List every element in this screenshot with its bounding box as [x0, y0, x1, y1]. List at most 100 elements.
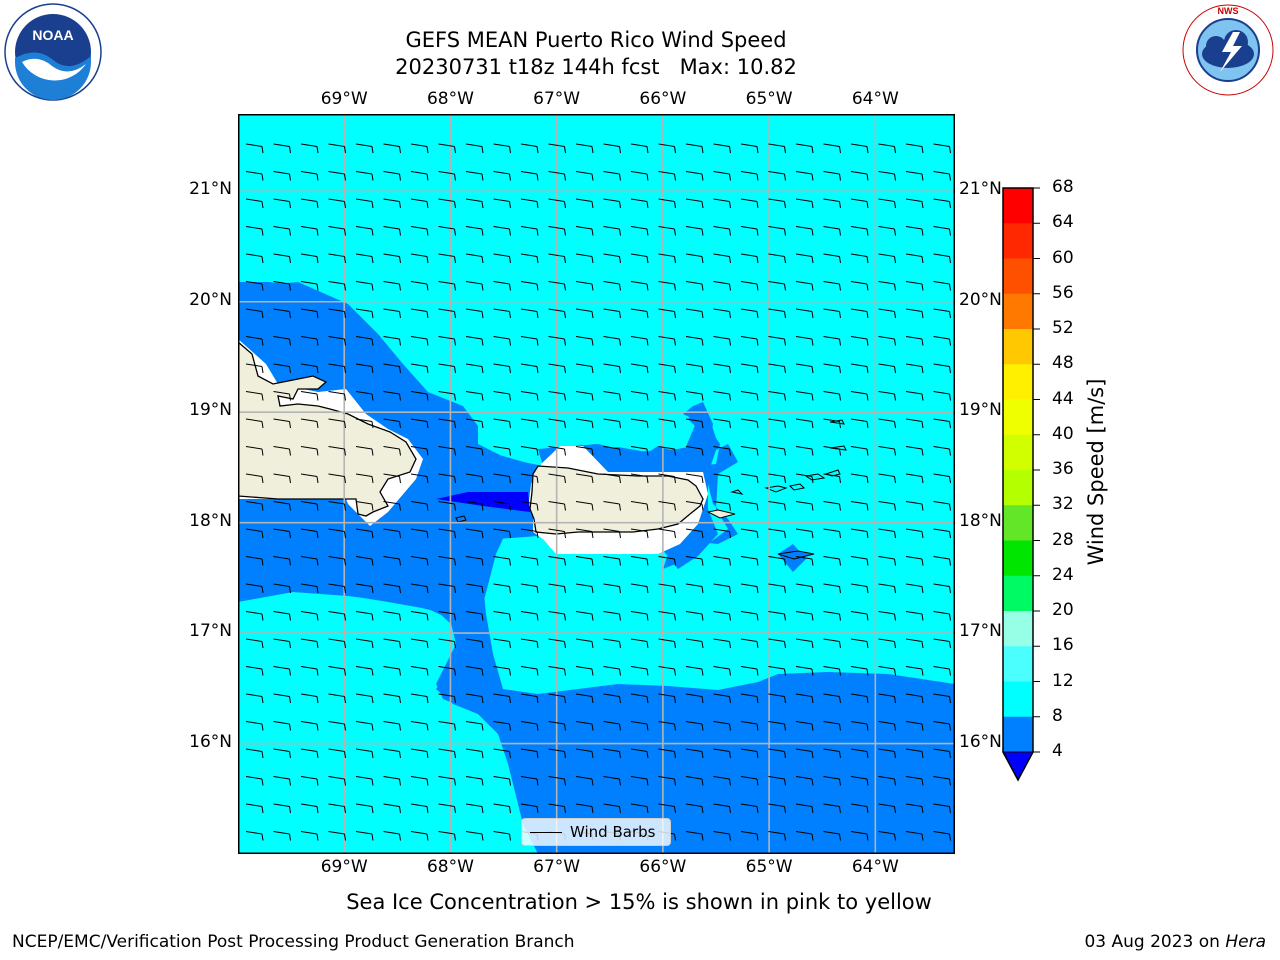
wind-barb — [438, 556, 456, 566]
wind-barb — [905, 253, 924, 264]
wind-barb — [850, 666, 869, 676]
wind-barb — [548, 391, 566, 401]
wind-barb — [933, 831, 951, 841]
wind-barb — [658, 446, 676, 456]
wind-barb — [603, 418, 621, 429]
wind-barb — [823, 143, 841, 154]
wind-barb — [823, 418, 841, 429]
wind-barb — [658, 226, 676, 236]
wind-barb — [493, 226, 511, 236]
wind-barb — [713, 171, 731, 181]
wind-barb — [493, 831, 511, 841]
wind-barb — [548, 253, 566, 264]
wind-barb — [630, 693, 649, 704]
wind-barb — [328, 803, 346, 814]
wind-barb — [273, 638, 291, 649]
wind-barb — [328, 501, 346, 511]
wind-barb — [438, 253, 456, 264]
wind-barb — [548, 308, 566, 319]
wind-barb — [273, 336, 291, 346]
colorbar-segment — [1003, 505, 1033, 541]
wind-barb — [328, 666, 346, 676]
wind-barb — [823, 281, 841, 291]
wind-barb — [438, 666, 456, 676]
wind-barb — [905, 171, 924, 181]
lon-label-bottom: 64°W — [851, 857, 899, 877]
wind-barb — [410, 226, 429, 236]
colorbar-segment — [1003, 329, 1033, 365]
wind-barb — [328, 363, 346, 374]
wind-barb — [933, 253, 951, 264]
wind-barb — [245, 831, 264, 841]
wind-barb — [245, 171, 264, 181]
wind-barb — [328, 721, 346, 731]
wind-barb — [740, 143, 759, 154]
wind-barb — [713, 446, 731, 456]
wind-barb — [713, 281, 731, 291]
wind-barb — [273, 831, 291, 841]
wind-barb — [548, 501, 566, 511]
wind-barb — [768, 583, 786, 594]
lon-label-bottom: 66°W — [639, 857, 687, 877]
wind-barb — [410, 748, 429, 759]
wind-barb — [383, 666, 401, 676]
wind-barb — [410, 831, 429, 841]
wind-barb — [933, 391, 951, 401]
wind-barb — [548, 693, 566, 704]
wind-barb — [300, 501, 319, 511]
wind-barb — [630, 721, 649, 731]
wind-barb — [383, 748, 401, 759]
wind-barb — [768, 253, 786, 264]
wind-barb — [548, 721, 566, 731]
wind-barb — [905, 611, 924, 621]
st-john-island — [788, 483, 806, 491]
wind-barb — [273, 446, 291, 456]
wind-barb — [300, 611, 319, 621]
wind-barb — [245, 803, 264, 814]
wind-barb — [465, 281, 484, 291]
wind-barb — [548, 281, 566, 291]
wind-barb — [355, 721, 374, 731]
wind-barb — [273, 171, 291, 181]
wind-barb — [603, 693, 621, 704]
wind-barb — [245, 721, 264, 731]
wind-barb — [878, 776, 896, 786]
wind-barb — [520, 556, 539, 566]
wind-barb — [383, 171, 401, 181]
wind-barb — [878, 583, 896, 594]
wind-barb — [300, 556, 319, 566]
wind-speed-map — [238, 114, 955, 854]
lon-label-top: 67°W — [533, 89, 581, 109]
wind-barb — [685, 363, 704, 374]
wind-barb — [273, 803, 291, 814]
wind-barb — [465, 831, 484, 841]
wind-barb — [850, 391, 869, 401]
colorbar-frame — [1002, 187, 1034, 782]
wind-barb — [850, 501, 869, 511]
wind-barb — [768, 418, 786, 429]
wind-barb — [713, 721, 731, 731]
wind-barb — [493, 171, 511, 181]
wind-barb — [685, 693, 704, 704]
wind-barb — [795, 171, 814, 181]
wind-barb — [520, 748, 539, 759]
wind-barb — [438, 336, 456, 346]
wind-barb — [575, 528, 594, 539]
wind-barb — [850, 473, 869, 484]
colorbar-segment — [1003, 188, 1033, 224]
wind-barb — [520, 198, 539, 209]
wind-barb — [355, 556, 374, 566]
wind-barb — [768, 226, 786, 236]
wind-barb — [300, 776, 319, 786]
wind-barb — [383, 611, 401, 621]
wind-barb — [878, 336, 896, 346]
wind-barb — [548, 528, 566, 539]
wind-barb — [465, 611, 484, 621]
wind-barb — [713, 748, 731, 759]
wind-barb — [878, 501, 896, 511]
wind-barb — [630, 611, 649, 621]
wind-barb — [410, 198, 429, 209]
wind-barb — [768, 803, 786, 814]
wind-barb — [520, 501, 539, 511]
wind-barb — [328, 831, 346, 841]
